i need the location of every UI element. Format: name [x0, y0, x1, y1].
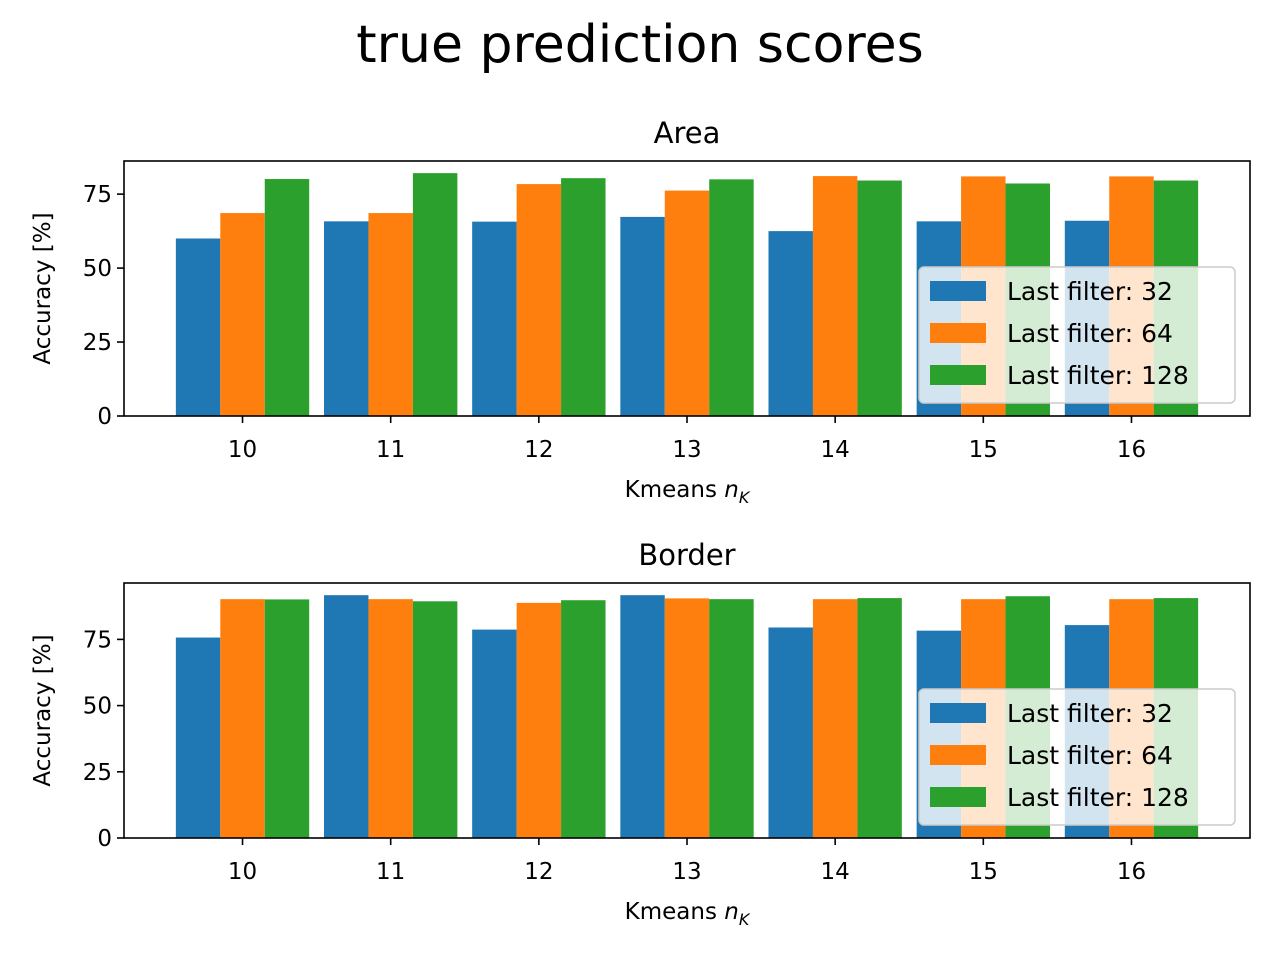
legend-label: Last filter: 32: [1007, 699, 1173, 728]
bar: [561, 178, 606, 416]
bar: [412, 601, 458, 838]
x-tick-label: 12: [524, 859, 553, 885]
bar: [368, 213, 413, 416]
bar: [857, 180, 902, 416]
y-tick-label: 0: [97, 404, 112, 430]
x-tick-label: 11: [376, 859, 405, 885]
bar: [516, 602, 562, 838]
legend: Last filter: 32 Last filter: 64 Last filte…: [918, 266, 1236, 404]
legend-swatch: [930, 703, 986, 723]
bar: [472, 221, 517, 416]
y-tick-label: 50: [83, 694, 112, 720]
bar: [516, 184, 562, 416]
bar: [264, 179, 310, 416]
x-axis-label-text: Kmeans: [625, 899, 725, 925]
bar: [175, 637, 221, 838]
legend: Last filter: 32 Last filter: 64 Last filte…: [918, 688, 1236, 826]
x-axis-label-sub: K: [739, 910, 751, 929]
figure-title: true prediction scores: [356, 15, 923, 75]
bar: [175, 238, 221, 416]
subplot-area: Area 0 25 50 75 10 11 12 13 14 15 16 Kmeans nK Accura…: [30, 116, 1251, 507]
x-tick-label: 13: [672, 859, 701, 885]
bar: [768, 627, 813, 838]
x-tick-label: 16: [1117, 859, 1146, 885]
y-tick-label: 75: [83, 627, 112, 653]
legend-swatch: [930, 281, 986, 301]
x-tick-label: 14: [821, 437, 850, 463]
bar: [412, 173, 458, 416]
x-tick-label: 13: [672, 437, 701, 463]
legend-swatch: [930, 323, 986, 343]
bar: [220, 213, 265, 416]
x-axis-label-var: n: [724, 899, 739, 925]
subplot-title: Area: [654, 116, 721, 150]
x-tick-label: 15: [969, 437, 998, 463]
bar: [264, 599, 310, 838]
subplot-title: Border: [638, 538, 735, 572]
bar: [709, 599, 754, 838]
legend-frame: [918, 266, 1236, 404]
legend-swatch: [930, 787, 986, 807]
legend-swatch: [930, 745, 986, 765]
bar: [812, 176, 858, 416]
x-axis-label-text: Kmeans: [625, 477, 725, 503]
y-tick-label: 75: [83, 182, 112, 208]
bar: [561, 600, 606, 838]
legend-label: Last filter: 128: [1007, 361, 1189, 390]
x-tick-label: 16: [1117, 437, 1146, 463]
y-tick-label: 0: [97, 826, 112, 852]
x-tick-label: 15: [969, 859, 998, 885]
subplot-border: Border 0 25 50 75 10 11 12 13 14 15 16 Kmeans nK Accu…: [30, 538, 1251, 929]
legend-swatch: [930, 365, 986, 385]
bar: [368, 599, 413, 838]
bar: [664, 598, 710, 838]
x-tick-label: 14: [821, 859, 850, 885]
bar: [324, 595, 369, 838]
legend-label: Last filter: 64: [1007, 741, 1173, 770]
bar: [620, 216, 665, 416]
y-axis-label: Accuracy [%]: [30, 212, 56, 364]
bar: [664, 190, 710, 416]
legend-frame: [918, 688, 1236, 826]
x-tick-label: 12: [524, 437, 553, 463]
y-tick-label: 50: [83, 256, 112, 282]
y-tick-label: 25: [83, 330, 112, 356]
x-tick-label: 11: [376, 437, 405, 463]
x-tick-label: 10: [228, 859, 257, 885]
y-tick-label: 25: [83, 760, 112, 786]
bar: [220, 599, 265, 838]
bar: [620, 595, 665, 838]
bar: [472, 629, 517, 838]
x-tick-label: 10: [228, 437, 257, 463]
x-axis-label: Kmeans nK: [625, 899, 751, 929]
bar: [857, 598, 902, 838]
x-axis-label-var: n: [724, 477, 739, 503]
legend-label: Last filter: 32: [1007, 277, 1173, 306]
legend-label: Last filter: 128: [1007, 783, 1189, 812]
bar: [324, 221, 369, 416]
legend-label: Last filter: 64: [1007, 319, 1173, 348]
y-axis-label: Accuracy [%]: [30, 634, 56, 786]
bar: [768, 231, 813, 416]
bar: [709, 179, 754, 416]
x-axis-label-sub: K: [739, 488, 751, 507]
bar: [812, 599, 858, 838]
x-axis-label: Kmeans nK: [625, 477, 751, 507]
